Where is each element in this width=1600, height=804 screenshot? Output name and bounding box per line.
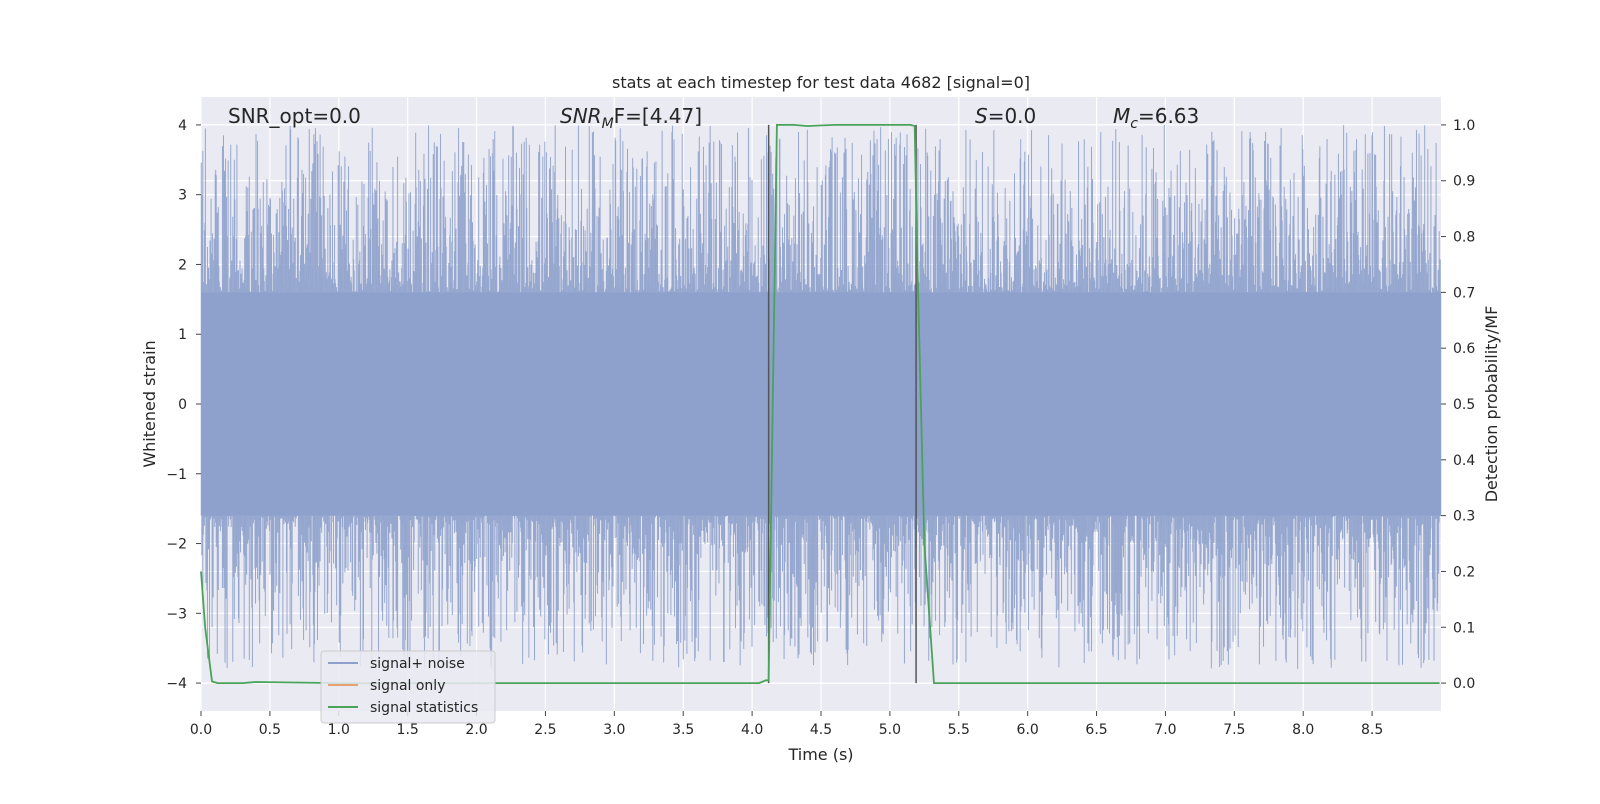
y-tick-label-right: 0.2 bbox=[1453, 564, 1475, 580]
annotation-snr-mf: SNRMF=[4.47] bbox=[560, 104, 702, 132]
x-tick-label: 7.5 bbox=[1223, 722, 1245, 738]
signal-statistics-line bbox=[200, 124, 1440, 684]
y-axis-label-left: Whitened strain bbox=[140, 340, 159, 467]
x-tick-label: 7.0 bbox=[1154, 722, 1176, 738]
y-tick-label-right: 0.7 bbox=[1453, 285, 1475, 301]
y-tick-label-left: 1 bbox=[178, 327, 187, 343]
y-tick-label-left: 2 bbox=[178, 257, 187, 273]
y-tick-label-left: −3 bbox=[166, 606, 187, 622]
ticks: 0.0 0.5 1.0 1.5 2.0 2.5 3.0 3.5 4.0 4.5 5.0 5.5 6.0 6… bbox=[166, 118, 1475, 738]
x-tick-label: 4.5 bbox=[810, 722, 832, 738]
y-tick-label-left: 3 bbox=[178, 188, 187, 204]
x-tick-label: 2.0 bbox=[465, 722, 487, 738]
annotation-mc: Mc=6.63 bbox=[1113, 104, 1199, 132]
x-tick-label: 6.0 bbox=[1017, 722, 1039, 738]
annotation-snr-mf-sub: M bbox=[602, 116, 614, 132]
x-tick-label: 5.0 bbox=[879, 722, 901, 738]
x-tick-label: 5.5 bbox=[948, 722, 970, 738]
x-tick-label: 8.5 bbox=[1361, 722, 1383, 738]
legend-label-signal-only: signal only bbox=[370, 678, 445, 694]
annotation-mc-sub: c bbox=[1130, 116, 1138, 132]
x-tick-label: 2.5 bbox=[534, 722, 556, 738]
y-tick-label-right: 0.6 bbox=[1453, 341, 1475, 357]
x-tick-label: 1.5 bbox=[397, 722, 419, 738]
plot-area bbox=[200, 124, 1442, 684]
annotation-s-val: =0.0 bbox=[988, 104, 1037, 128]
annotation-mc-val: =6.63 bbox=[1138, 104, 1199, 128]
x-tick-label: 0.5 bbox=[259, 722, 281, 738]
x-tick-label: 3.5 bbox=[672, 722, 694, 738]
annotation-snr-mf-suffix: F=[4.47] bbox=[614, 104, 702, 128]
y-tick-label-right: 0.0 bbox=[1453, 676, 1475, 692]
legend-label-signal-statistics: signal statistics bbox=[370, 700, 478, 716]
y-axis-label-right: Detection probability/MF bbox=[1482, 306, 1501, 503]
y-tick-label-right: 0.3 bbox=[1453, 509, 1475, 525]
annotation-snr-mf-prefix: SNR bbox=[560, 104, 602, 128]
legend-label-signal-noise: signal+ noise bbox=[370, 656, 465, 672]
y-tick-label-left: −1 bbox=[166, 467, 187, 483]
y-tick-label-right: 0.8 bbox=[1453, 230, 1475, 246]
x-tick-label: 3.0 bbox=[603, 722, 625, 738]
legend-box bbox=[320, 650, 496, 724]
annotation-s: S=0.0 bbox=[975, 104, 1036, 128]
y-tick-label-left: −2 bbox=[166, 537, 187, 553]
y-tick-label-left: −4 bbox=[166, 676, 187, 692]
y-tick-label-right: 1.0 bbox=[1453, 118, 1475, 134]
annotation-snr-opt: SNR_opt=0.0 bbox=[228, 104, 361, 128]
x-axis-label: Time (s) bbox=[787, 745, 853, 764]
annotation-s-var: S bbox=[975, 104, 988, 128]
x-tick-label: 0.0 bbox=[190, 722, 212, 738]
legend: signal+ noise signal only signal statist… bbox=[320, 650, 496, 724]
x-tick-label: 8.0 bbox=[1292, 722, 1314, 738]
annotation-mc-var: M bbox=[1113, 104, 1130, 128]
y-tick-label-left: 4 bbox=[178, 118, 187, 134]
y-tick-label-right: 0.1 bbox=[1453, 620, 1475, 636]
x-tick-label: 1.0 bbox=[328, 722, 350, 738]
signal-noise-line bbox=[200, 124, 1442, 669]
x-tick-label: 6.5 bbox=[1085, 722, 1107, 738]
x-tick-label: 4.0 bbox=[741, 722, 763, 738]
y-tick-label-right: 0.9 bbox=[1453, 174, 1475, 190]
y-tick-label-right: 0.4 bbox=[1453, 453, 1475, 469]
y-tick-label-left: 0 bbox=[178, 397, 187, 413]
y-tick-label-right: 0.5 bbox=[1453, 397, 1475, 413]
chart-title: stats at each timestep for test data 468… bbox=[612, 73, 1030, 92]
